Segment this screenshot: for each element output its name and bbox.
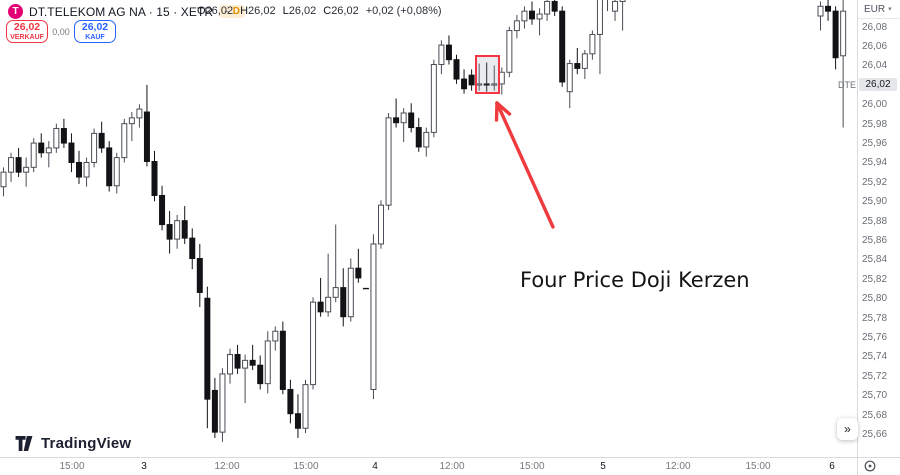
low-value: 26,02 <box>288 5 317 17</box>
high-value: 26,02 <box>248 5 276 17</box>
chevron-down-icon: ▾ <box>888 6 892 13</box>
time-tick: 12:00 <box>665 461 691 472</box>
tradingview-watermark[interactable]: TradingView <box>12 435 131 452</box>
time-tick: 15:00 <box>293 461 319 472</box>
current-price-label: 26,02 <box>859 78 897 91</box>
price-tick: 25,72 <box>862 370 888 382</box>
buy-button[interactable]: 26,02 KAUF <box>74 20 116 43</box>
time-axis[interactable]: 15:00 3 12:00 15:00 4 12:00 15:00 5 12:00 15:00 6 <box>0 459 857 475</box>
high-label: H <box>240 5 249 17</box>
symbol-title[interactable]: DT.TELEKOM AG NA · 15 · XETR <box>29 4 214 19</box>
tradingview-brand-text: TradingView <box>41 435 132 452</box>
price-tick: 25,66 <box>862 429 888 441</box>
delayed-data-badge: D <box>232 6 240 17</box>
spread-value: 0,00 <box>52 26 70 37</box>
currency-selector[interactable]: EUR ▾ <box>858 0 900 19</box>
time-axis-divider <box>0 457 900 458</box>
annotation-arrow[interactable] <box>494 101 555 229</box>
price-tick: 26,00 <box>862 99 888 111</box>
telekom-logo-icon[interactable]: T <box>8 4 23 19</box>
ohlc-readout: O26,02 H26,02 L26,02 C26,02 +0,02 (+0,08… <box>197 5 442 17</box>
open-label: O <box>197 5 206 17</box>
time-tick: 15:00 <box>519 461 545 472</box>
chart-canvas[interactable] <box>0 0 857 457</box>
expand-panel-button[interactable]: » <box>837 418 858 440</box>
symbol-price-tag: DTE <box>838 80 856 90</box>
price-tick: 25,84 <box>862 254 888 266</box>
sell-button[interactable]: 26,02 VERKAUF <box>6 20 48 43</box>
time-tick-day: 5 <box>600 461 606 472</box>
tradingview-logo-icon <box>15 436 33 451</box>
time-tick: 15:00 <box>59 461 85 472</box>
price-tick: 25,92 <box>862 176 888 188</box>
price-tick: 25,80 <box>862 293 888 305</box>
sell-label: VERKAUF <box>10 33 44 41</box>
symbol-header: T DT.TELEKOM AG NA · 15 · XETR – D <box>8 4 245 19</box>
close-label: C <box>323 5 332 17</box>
price-tick: 25,74 <box>862 351 888 363</box>
close-value: 26,02 <box>331 5 359 17</box>
price-tick: 25,98 <box>862 118 888 130</box>
price-tick: 25,70 <box>862 390 888 402</box>
price-tick: 25,82 <box>862 273 888 285</box>
buy-label: KAUF <box>85 33 105 41</box>
price-tick: 25,86 <box>862 235 888 247</box>
trade-panel: 26,02 VERKAUF 0,00 26,02 KAUF <box>6 20 116 43</box>
price-tick: 25,78 <box>862 312 888 324</box>
price-tick: 26,04 <box>862 60 888 72</box>
price-tick: 25,90 <box>862 196 888 208</box>
market-closed-icon: – <box>224 6 230 17</box>
price-axis[interactable]: EUR▾ 26,08 26,06 26,04 26,02 26,00 25,98 25,96… <box>858 0 900 457</box>
open-value: 26,02 <box>205 5 234 17</box>
price-tick: 25,76 <box>862 332 888 344</box>
time-tick-day: 4 <box>372 461 378 472</box>
price-axis-divider <box>857 0 858 475</box>
sell-price: 26,02 <box>13 21 41 34</box>
time-tick-day: 6 <box>829 461 835 472</box>
time-tick: 12:00 <box>214 461 240 472</box>
change-value: +0,02 (+0,08%) <box>365 5 442 17</box>
low-label: L <box>282 5 289 17</box>
price-tick: 25,94 <box>862 157 888 169</box>
price-tick: 26,06 <box>862 41 888 53</box>
price-tick: 26,08 <box>862 21 888 33</box>
doji-highlight-box[interactable] <box>475 55 500 94</box>
candlestick-series <box>0 0 847 442</box>
timezone-settings-icon[interactable] <box>863 459 877 473</box>
price-tick: 25,88 <box>862 215 888 227</box>
annotation-text[interactable]: Four Price Doji Kerzen <box>520 268 750 292</box>
time-tick: 15:00 <box>745 461 771 472</box>
price-tick: 25,96 <box>862 138 888 150</box>
time-tick: 12:00 <box>439 461 465 472</box>
time-tick-day: 3 <box>141 461 147 472</box>
market-status-pill[interactable]: – D <box>219 5 245 18</box>
currency-label: EUR <box>864 4 886 15</box>
price-tick: 25,68 <box>862 409 888 421</box>
buy-price: 26,02 <box>81 21 109 34</box>
